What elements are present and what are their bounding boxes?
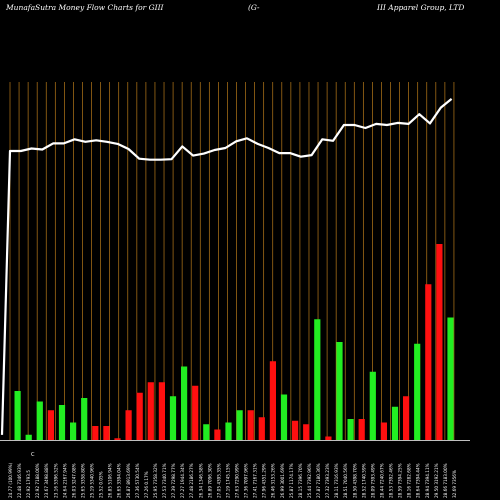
money-flow-bar (47, 410, 54, 440)
money-flow-bar (303, 424, 310, 440)
money-flow-bar (414, 343, 421, 440)
x-tick-label: 25.95 7358.32% (153, 463, 158, 498)
money-flow-bar (325, 436, 332, 440)
x-tick-label: 25.87 1174.17% (289, 463, 294, 498)
x-tick-label: 28.44 7240.67% (380, 463, 385, 498)
money-flow-bar (280, 394, 288, 440)
money-flow-bar (380, 422, 387, 440)
money-flow-bar (391, 406, 399, 440)
money-flow-bar (314, 319, 321, 440)
money-flow-bar (347, 419, 354, 440)
x-tick-label: 27.27 1944.34% (180, 463, 185, 498)
x-tick-label: 22.48 7346.93% (17, 463, 22, 498)
x-tick-label: 27.32 7393.23% (325, 463, 330, 498)
x-tick-label: 28.66 7183.00% (443, 463, 448, 498)
x-tick-label: 26.89 7096.30% (207, 463, 212, 498)
money-flow-bar (103, 426, 110, 440)
x-tick-label: 27.36 5730.54% (135, 463, 140, 498)
money-flow-bar (58, 405, 66, 440)
money-flow-bar (169, 396, 177, 440)
money-flow-bar (36, 401, 43, 440)
chart-title-middle: (G- (248, 3, 260, 12)
money-flow-bar (358, 419, 365, 440)
money-flow-bars (14, 244, 454, 440)
x-tick-label: 28.52 1740.59% (361, 463, 366, 498)
x-tick-label: 26.87 8913.69% (126, 463, 131, 498)
money-flow-bar (81, 398, 88, 440)
money-flow-bar (436, 244, 443, 440)
x-tick-label: 28.53 7392.46% (389, 463, 394, 498)
x-tick-label: 22.92 1793.5 (26, 470, 31, 498)
x-tick-label: 28.64 7394.44% (416, 463, 421, 498)
x-tick-label: 27.48 2186.27% (189, 463, 194, 498)
x-tick-label: 27.05 4395.35% (216, 463, 221, 498)
x-tick-label: 22.92 7188.00% (35, 463, 40, 498)
x-tick-label: 27.41 7167.31% (253, 463, 258, 498)
x-tick-label: 24.64 2167.94% (62, 463, 67, 498)
chart-title-right: III Apparel Group, LTD (376, 3, 464, 12)
x-tick-label: 23.16 5396.52% (53, 463, 58, 498)
money-flow-bar (92, 426, 99, 440)
x-tick-label: 26.46 3153.26% (271, 463, 276, 498)
money-flow-bar (225, 422, 232, 440)
x-tick-label: 28.51 7040.56% (343, 463, 348, 498)
money-flow-bar (236, 410, 243, 440)
x-axis-tick-labels: 24.77 (100.99%) 22.48 7346.93% 22.92 1793.… (8, 462, 457, 498)
x-tick-label: 26.99 3001.69% (280, 463, 285, 498)
x-tick-label: 27.53 7340.71% (162, 463, 167, 498)
x-tick-label: 27.96 4351.29% (262, 463, 267, 498)
price-line (0, 98, 453, 435)
x-tick-label: 23.67 3498.88% (44, 463, 49, 498)
x-tick-label: 28.15 7396.70% (298, 463, 303, 498)
x-tick-label: 26.34 1346.58% (198, 463, 203, 498)
money-flow-bar (158, 382, 165, 440)
x-tick-label: 29.50 3192.21% (434, 463, 439, 498)
x-tick-label: 25.19 5340.96% (90, 463, 95, 498)
money-flow-bar (114, 438, 121, 440)
money-flow-bar (214, 429, 221, 440)
money-flow-bar (292, 420, 299, 440)
x-tick-label: 28.59 7394.25% (398, 463, 403, 498)
x-tick-label: 27.87 7180.36% (316, 463, 321, 498)
x-tick-label: 26.03 3247.08% (71, 463, 76, 498)
money-flow-bar (192, 385, 199, 440)
x-tick-label: 27.26 0.17% (144, 471, 149, 498)
money-flow-bar (25, 434, 32, 440)
money-flow-bar (336, 342, 343, 440)
money-flow-bar (425, 284, 432, 440)
money-flow-bar (14, 391, 21, 440)
x-tick-label: 28.94 7394.11% (425, 463, 430, 498)
money-flow-bar (247, 410, 254, 440)
x-tick-label: 25.44 7392.96% (307, 463, 312, 498)
chart-title-left: MunafaSutra Money Flow Charts for GIII (5, 3, 165, 12)
x-tick-label: 32.69 7356% (452, 470, 457, 498)
money-flow-bar (125, 410, 132, 440)
money-flow-bar (70, 422, 77, 440)
x-tick-label: 26.85 5106.94% (108, 463, 113, 498)
money-flow-bar (369, 371, 376, 440)
x-tick-label: 27.19 1745.15% (225, 463, 230, 498)
money-flow-bar (269, 361, 276, 440)
x-tick-label: 28.09 7393.49% (370, 463, 375, 498)
x-tick-label: 26.65 3394.04% (117, 463, 122, 498)
money-flow-bar (258, 417, 265, 440)
x-tick-label: 24.77 (100.99%) (8, 462, 13, 498)
x-tick-label: 27.36 7097.96% (244, 463, 249, 498)
footer-mark: C (31, 452, 35, 458)
x-tick-label: 27.39 7298.77% (171, 463, 176, 498)
x-tick-label: 28.16 7282.68% (407, 463, 412, 498)
money-flow-bar (203, 424, 210, 440)
money-flow-bar (403, 396, 410, 440)
x-tick-label: 27.63 7290.99% (235, 463, 240, 498)
x-tick-label: 25.65 3358.80% (81, 463, 86, 498)
x-tick-label: 28.11 7316.93% (334, 463, 339, 498)
money-flow-bar (181, 366, 188, 440)
money-flow-bar (447, 317, 454, 440)
x-tick-label: 28.50 4398.70% (352, 463, 357, 498)
money-flow-bar (136, 392, 143, 440)
money-flow-bar (147, 382, 154, 440)
x-tick-label: 25.52 0.05% (99, 471, 104, 498)
